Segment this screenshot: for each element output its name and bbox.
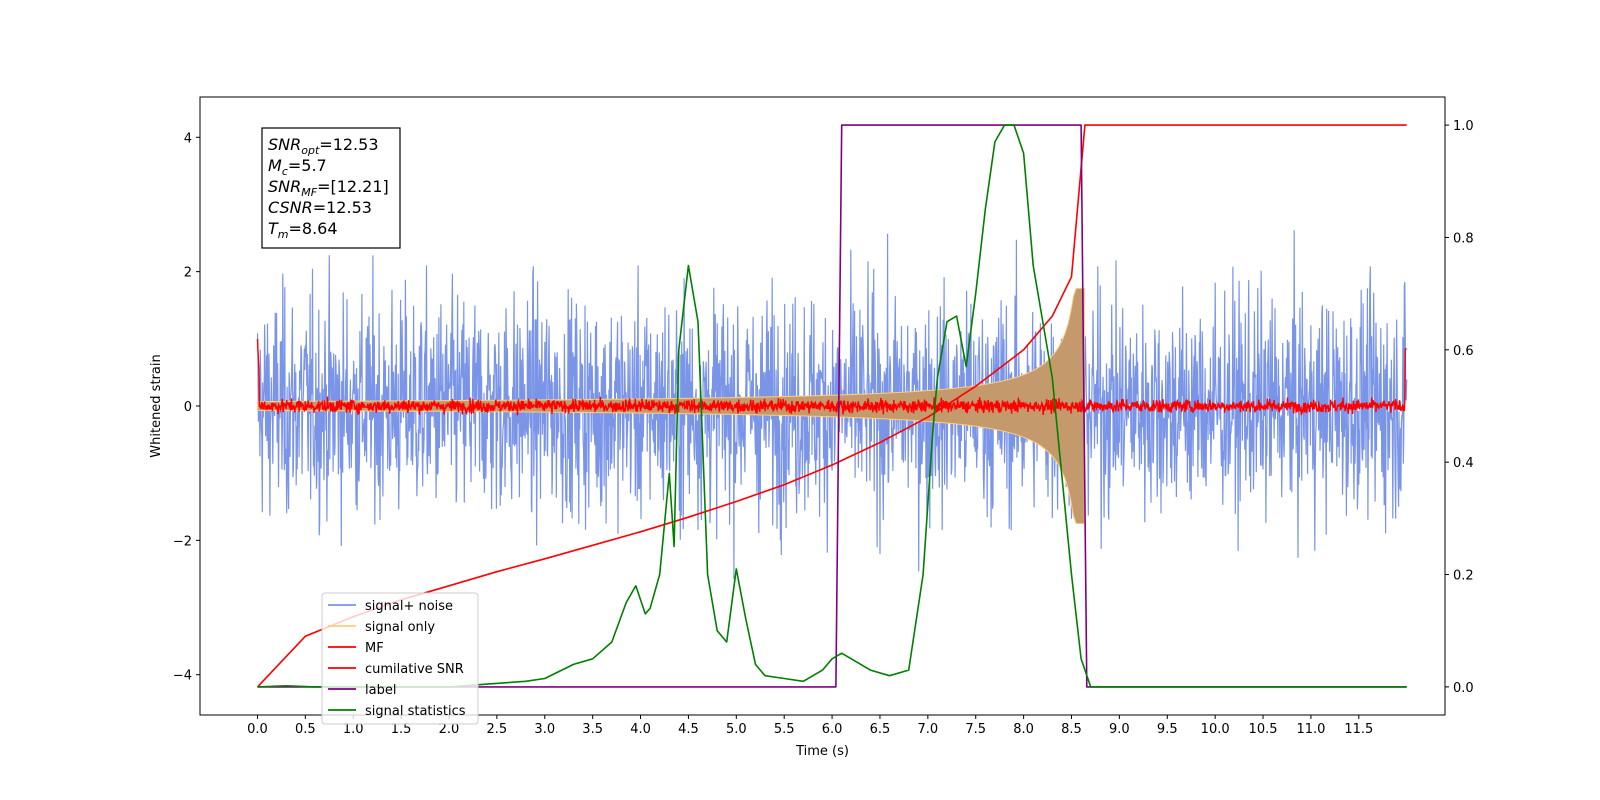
plot-area xyxy=(256,124,1408,688)
x-tick-label: 1.0 xyxy=(343,722,364,737)
x-tick-label: 4.5 xyxy=(678,722,699,737)
y-tick-label: −2 xyxy=(173,534,192,549)
legend-label: cumilative SNR xyxy=(365,662,464,677)
y-tick-label: 0 xyxy=(184,400,192,415)
x-tick-label: 6.5 xyxy=(870,722,891,737)
y-tick-label: −4 xyxy=(173,669,192,684)
legend-label: MF xyxy=(365,641,384,656)
x-tick-label: 10.5 xyxy=(1249,722,1278,737)
y-axis-label: Whitened strain xyxy=(149,354,164,457)
series-cumulative-snr xyxy=(256,124,1407,688)
y2-tick-label: 0.0 xyxy=(1453,681,1474,696)
x-tick-label: 0.0 xyxy=(247,722,268,737)
legend-label: signal statistics xyxy=(365,704,466,719)
annotation-box xyxy=(261,127,401,249)
annotation-line: CSNR=12.53 xyxy=(268,198,372,217)
y2-tick-label: 0.2 xyxy=(1453,569,1474,584)
legend-box xyxy=(321,592,479,725)
x-tick-label: 9.5 xyxy=(1157,722,1178,737)
annotation-line: Tm=8.64 xyxy=(268,219,338,241)
x-tick-label: 2.0 xyxy=(439,722,460,737)
x-tick-label: 11.5 xyxy=(1344,722,1373,737)
legend-label: signal only xyxy=(365,620,435,635)
annotation-line: SNRMF=[12.21] xyxy=(268,177,389,199)
series-signal-statistics xyxy=(257,124,1407,688)
x-tick-label: 4.0 xyxy=(630,722,651,737)
y-tick-label: 4 xyxy=(184,131,192,146)
x-tick-label: 9.0 xyxy=(1109,722,1130,737)
stats-annotation-box: SNRopt=12.53Mc=5.7SNRMF=[12.21]CSNR=12.5… xyxy=(261,127,401,249)
x-tick-label: 0.5 xyxy=(295,722,316,737)
annotation-line: Mc=5.7 xyxy=(268,156,327,178)
y2-tick-label: 1.0 xyxy=(1453,119,1474,134)
y2-tick-label: 0.6 xyxy=(1453,344,1474,359)
y-tick-label: 2 xyxy=(184,266,192,281)
x-axis-label: Time (s) xyxy=(795,744,849,759)
legend-label: signal+ noise xyxy=(365,599,453,614)
x-tick-label: 1.5 xyxy=(391,722,412,737)
y2-tick-label: 0.4 xyxy=(1453,456,1474,471)
x-tick-label: 5.5 xyxy=(774,722,795,737)
x-tick-label: 7.5 xyxy=(965,722,986,737)
y2-tick-label: 0.8 xyxy=(1453,231,1474,246)
x-tick-label: 3.0 xyxy=(534,722,555,737)
x-tick-label: 7.0 xyxy=(918,722,939,737)
x-tick-label: 5.0 xyxy=(726,722,747,737)
series-mf xyxy=(256,338,1407,416)
x-tick-label: 2.5 xyxy=(487,722,508,737)
series-signal-noise xyxy=(256,230,1408,580)
annotation-line: SNRopt=12.53 xyxy=(268,135,379,157)
legend: signal+ noise signal only MF cumilative SNR… xyxy=(321,592,479,725)
legend-label: label xyxy=(365,683,396,698)
x-tick-label: 3.5 xyxy=(582,722,603,737)
x-tick-label: 6.0 xyxy=(822,722,843,737)
x-tick-label: 11.0 xyxy=(1296,722,1325,737)
x-tick-label: 10.0 xyxy=(1201,722,1230,737)
axis-ticks: 0.0 0.5 1.0 1.5 2.0 2.5 3.0 3.5 4.0 4.5 5.0 5.5 6.0 6… xyxy=(173,119,1474,737)
x-tick-label: 8.5 xyxy=(1061,722,1082,737)
x-tick-label: 8.0 xyxy=(1013,722,1034,737)
